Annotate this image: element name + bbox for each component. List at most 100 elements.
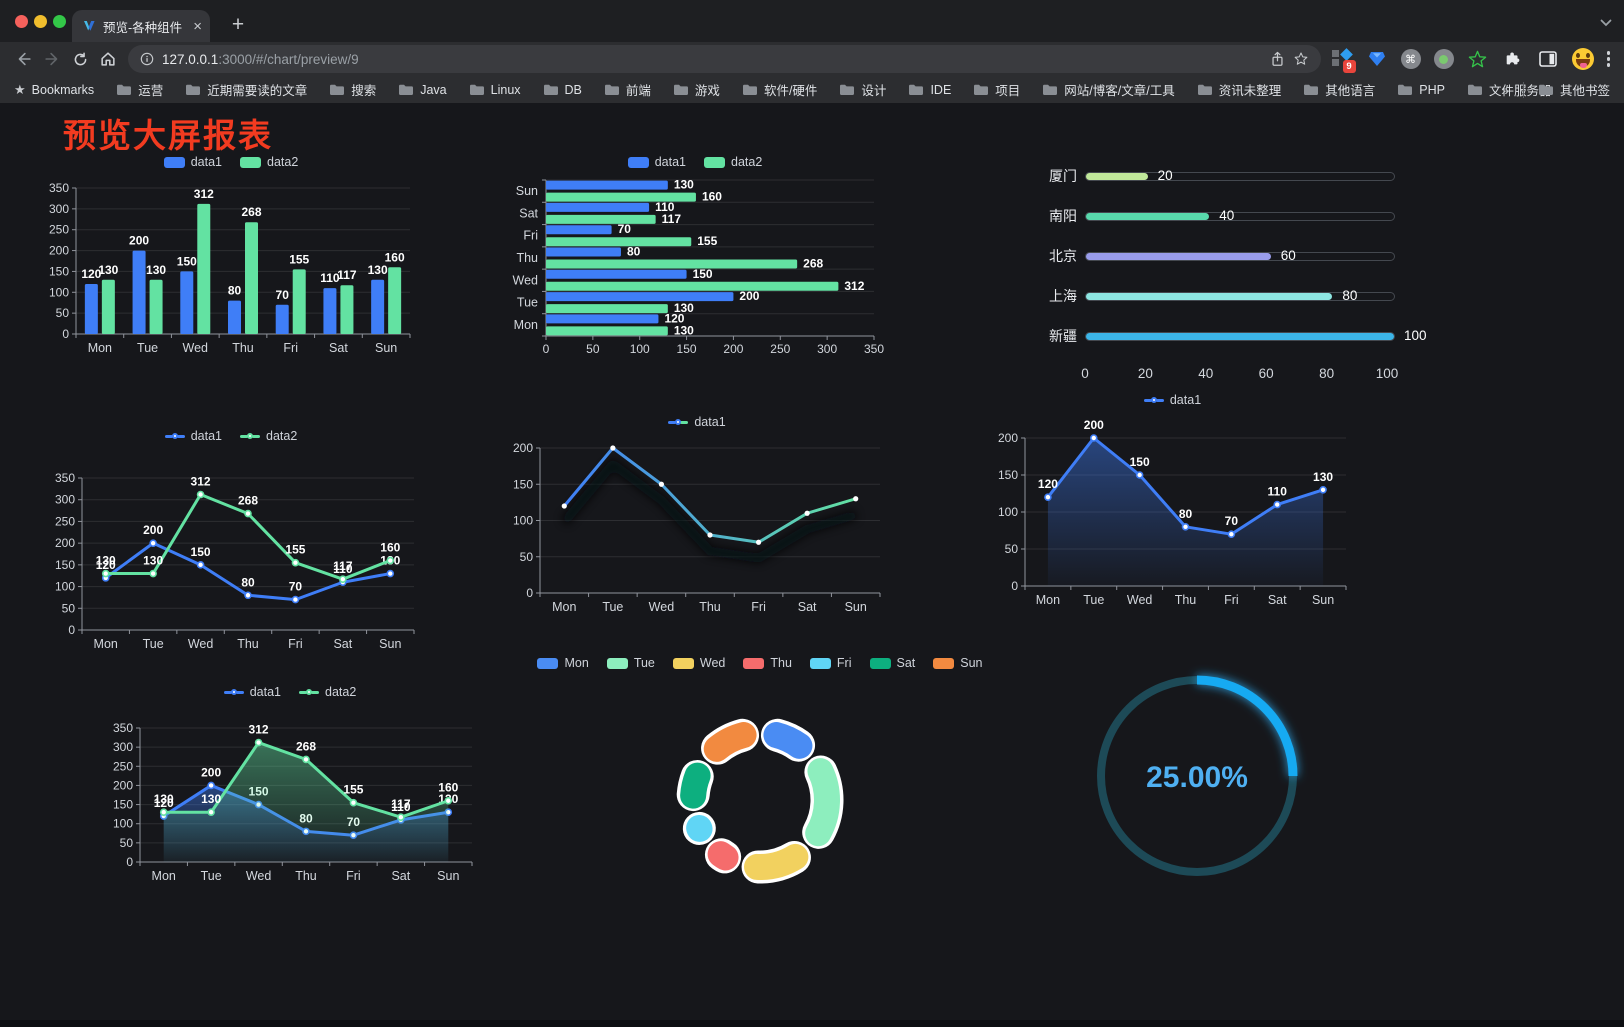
profile-avatar[interactable] [1571,48,1594,70]
bookmark-folder[interactable]: 资讯未整理 [1197,80,1281,99]
svg-text:Tue: Tue [1083,593,1104,607]
progress-axis: 0 20 40 60 80 100 [1081,366,1398,386]
svg-text:Mon: Mon [514,318,538,332]
folder-icon [117,84,132,95]
extension-record-icon[interactable] [1433,49,1454,69]
progress-label: 厦门 [1049,168,1077,184]
extension-star-icon[interactable] [1467,48,1489,70]
browser-tab[interactable]: 预览-各种组件 × [72,10,210,42]
zoom-button[interactable] [53,15,66,28]
reload-button[interactable] [66,45,94,73]
bookmark-folder[interactable]: 设计 [839,80,886,99]
bookmark-star-icon[interactable] [1293,51,1309,67]
folder-icon [974,84,989,95]
bookmark-folder[interactable]: 软件/硬件 [742,80,817,99]
chart-legend: data1 data2 [42,152,420,172]
bookmark-folder[interactable]: 项目 [973,80,1020,99]
folder-icon [1043,84,1058,95]
share-icon[interactable] [1270,51,1285,67]
bookmark-folder[interactable]: 游戏 [673,80,720,99]
side-panel-icon[interactable] [1537,48,1559,70]
extensions-puzzle-icon[interactable] [1502,48,1524,70]
svg-text:155: 155 [697,234,717,248]
legend-item-wed[interactable]: Wed [672,656,725,670]
legend-item-data2[interactable]: data2 [240,155,298,169]
url-text[interactable]: 127.0.0.1:3000/#/chart/preview/9 [162,51,359,67]
chart-legend: data1 [985,390,1360,410]
pie-slice-mon[interactable] [763,722,813,759]
legend-line-marker [223,689,244,695]
svg-text:80: 80 [228,284,242,298]
pie-slice-wed[interactable] [744,843,809,880]
legend-item-fri[interactable]: Fri [809,656,852,670]
svg-text:Fri: Fri [1224,593,1239,607]
legend-line-marker [240,433,260,439]
svg-text:Fri: Fri [288,637,303,651]
folder-icon [1197,84,1212,95]
legend-item-data1[interactable]: data1 [223,685,281,699]
extension-grid-icon[interactable]: 9 [1331,48,1356,73]
legend-item-tue[interactable]: Tue [606,656,655,670]
legend-item-data1[interactable]: data1 [164,429,222,443]
other-bookmarks-folder[interactable]: 其他书签 [1538,80,1610,99]
pie-slice-sun[interactable] [703,722,757,762]
svg-text:350: 350 [49,181,69,195]
folder-icon [1538,84,1553,95]
extension-command-icon[interactable]: ⌘ [1400,49,1421,69]
legend-item-data1[interactable]: data1 [668,415,726,429]
svg-text:0: 0 [126,855,133,869]
back-button[interactable] [10,45,38,73]
svg-text:Fri: Fri [751,600,766,614]
svg-text:200: 200 [113,778,133,792]
bookmark-folder[interactable]: 前端 [604,80,651,99]
legend-item-sun[interactable]: Sun [933,656,983,670]
legend-item-sat[interactable]: Sat [869,656,915,670]
legend-item-data2[interactable]: data2 [704,155,762,169]
progress-value: 40 [1219,208,1235,223]
new-tab-button[interactable]: + [231,13,245,36]
svg-text:Mon: Mon [88,341,112,355]
bookmarks-right: » 其他书签 [1501,80,1610,99]
pie-slice-thu[interactable] [707,841,739,871]
bookmark-folder[interactable]: 运营 [116,80,163,99]
legend-item-thu[interactable]: Thu [743,656,792,670]
url-bar[interactable]: 127.0.0.1:3000/#/chart/preview/9 [128,45,1321,73]
svg-text:Wed: Wed [1127,593,1153,607]
browser-menu-icon[interactable] [1606,51,1610,67]
donut-chart[interactable] [660,700,860,900]
close-button[interactable] [15,15,28,28]
bookmark-folder[interactable]: 网站/博客/文章/工具 [1042,80,1175,99]
svg-text:Wed: Wed [183,341,209,355]
bookmark-folder[interactable]: 近期需要读的文章 [185,80,307,99]
bookmark-folder[interactable]: 其他语言 [1303,80,1375,99]
bookmark-folder[interactable]: 搜索 [329,80,376,99]
legend-item-data2[interactable]: data2 [240,429,297,443]
site-info-icon[interactable] [140,52,154,66]
forward-button[interactable] [38,45,66,73]
gradient-line-chart: 0 50 100 150 200 Mon Tue Wed Thu Fri Sat Sun [513,441,881,614]
bookmark-folder[interactable]: IDE [908,83,951,97]
pie-slice-sat[interactable] [680,762,711,809]
tab-close-icon[interactable]: × [193,17,202,35]
bookmark-folder[interactable]: 文件服务器 [1467,80,1551,99]
pie-slice-tue[interactable] [805,758,840,847]
legend-item-mon[interactable]: Mon [537,656,589,670]
bookmark-folder[interactable]: Java [398,83,447,97]
legend-item-data1[interactable]: data1 [163,155,222,169]
legend-item-data2[interactable]: data2 [299,685,356,699]
bookmarks-overflow-chevron[interactable]: » [1501,81,1509,98]
legend-item-data1[interactable]: data1 [627,155,686,169]
bookmark-folder[interactable]: Linux [469,83,521,97]
extension-gem-icon[interactable] [1366,48,1388,70]
progress-track: 60 [1085,248,1395,263]
bookmarks-manager[interactable]: ★ Bookmarks [14,81,95,97]
home-button[interactable] [94,45,122,73]
folder-icon [399,84,414,95]
minimize-button[interactable] [34,15,47,28]
svg-text:100: 100 [513,514,533,528]
axis-tick-label: 40 [1198,366,1214,381]
tab-search-chevron-icon[interactable] [1600,14,1612,32]
bookmark-folder[interactable]: DB [543,83,582,97]
bookmark-folder[interactable]: PHP [1397,83,1445,97]
legend-item-data1[interactable]: data1 [1143,393,1201,407]
